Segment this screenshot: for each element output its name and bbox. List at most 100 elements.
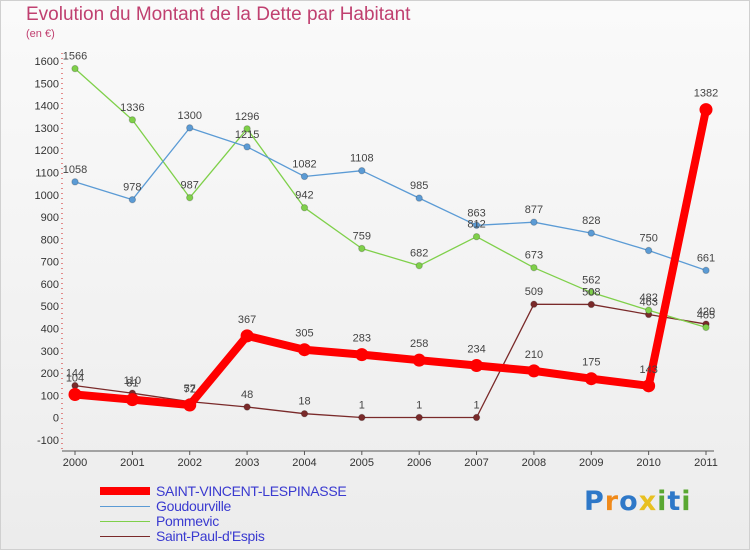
- data-label: 110: [124, 375, 142, 387]
- data-point: [415, 413, 423, 422]
- series-line-2: [74, 67, 707, 329]
- data-label: 1082: [292, 158, 316, 170]
- y-tick-label: 600: [41, 279, 59, 291]
- data-point: [587, 300, 595, 309]
- data-label: 812: [467, 219, 485, 231]
- data-point: [527, 364, 541, 378]
- data-point: [300, 409, 309, 418]
- data-point: [186, 193, 194, 202]
- y-tick-label: 1400: [35, 101, 59, 113]
- data-label: 57: [184, 383, 196, 395]
- data-label: 985: [410, 180, 428, 192]
- data-point: [472, 413, 481, 422]
- series-line-0: [71, 105, 710, 409]
- data-point: [530, 218, 538, 226]
- y-tick-label: 0: [53, 413, 59, 425]
- legend-swatch: [100, 487, 150, 495]
- y-tick-label: 900: [41, 212, 59, 224]
- data-label: 463: [639, 296, 657, 308]
- data-point: [587, 288, 595, 297]
- data-label: 1108: [350, 153, 374, 165]
- x-tick-label: 2006: [407, 457, 431, 469]
- data-label: 1: [416, 399, 422, 411]
- data-label: 1: [473, 399, 479, 411]
- x-tick-label: 2002: [177, 457, 201, 469]
- y-tick-label: 1300: [35, 123, 59, 135]
- data-point: [412, 353, 426, 367]
- legend-swatch: [100, 536, 150, 537]
- data-point: [71, 178, 79, 186]
- data-label: 104: [66, 373, 84, 385]
- data-point: [644, 306, 653, 314]
- y-tick-label: 1500: [35, 78, 59, 90]
- x-tick-label: 2005: [350, 457, 374, 469]
- y-tick-label: 1200: [35, 145, 59, 157]
- data-point: [71, 64, 79, 73]
- logo-letter: o: [619, 486, 639, 517]
- data-point: [128, 116, 137, 124]
- legend-label: Goudourville: [156, 498, 231, 514]
- data-label: 942: [295, 190, 313, 202]
- data-label: 987: [181, 180, 199, 192]
- y-tick-label: 1100: [35, 167, 59, 179]
- data-point: [702, 266, 710, 275]
- data-label: 1058: [63, 164, 87, 176]
- data-label: 1: [359, 399, 365, 411]
- y-tick-label: 300: [41, 346, 59, 358]
- x-tick-label: 2011: [694, 457, 718, 469]
- logo-letter: t: [667, 486, 682, 517]
- data-point: [415, 194, 423, 202]
- data-point: [183, 398, 197, 412]
- x-tick-label: 2000: [63, 457, 87, 469]
- y-tick-label: 400: [41, 324, 59, 336]
- legend-label: Saint-Paul-d'Espis: [156, 528, 265, 544]
- data-label: 1300: [177, 110, 201, 122]
- data-label: 509: [525, 286, 543, 298]
- data-label: 234: [467, 344, 485, 356]
- data-point: [472, 221, 481, 230]
- data-point: [358, 166, 366, 175]
- x-tick-label: 2007: [464, 457, 488, 469]
- logo-letter: r: [604, 486, 620, 517]
- data-point: [472, 232, 481, 241]
- x-tick-label: 2004: [292, 457, 316, 469]
- data-label: 1382: [694, 88, 718, 100]
- data-label: 210: [525, 349, 543, 361]
- data-label: 1566: [63, 51, 87, 63]
- data-point: [358, 413, 366, 422]
- data-point: [243, 143, 251, 151]
- legend-swatch: [100, 506, 150, 507]
- data-label: 1336: [120, 102, 144, 114]
- data-point: [300, 172, 309, 181]
- series-line-1: [74, 127, 707, 271]
- data-label: 978: [123, 182, 141, 194]
- data-label: 405: [697, 309, 715, 321]
- data-label: 81: [126, 378, 138, 390]
- y-tick-label: 1000: [35, 190, 59, 202]
- data-point: [644, 246, 653, 255]
- data-point: [699, 103, 713, 117]
- data-point: [587, 229, 595, 237]
- data-label: 877: [525, 204, 543, 216]
- data-point: [243, 403, 251, 411]
- data-label: 18: [298, 396, 310, 408]
- data-point: [584, 372, 598, 386]
- x-tick-label: 2001: [120, 457, 144, 469]
- data-label: 508: [582, 286, 600, 298]
- data-label: 1296: [235, 111, 259, 123]
- data-point: [300, 203, 309, 212]
- data-point: [186, 124, 194, 132]
- data-label: 258: [410, 338, 428, 350]
- chart-subtitle: (en €): [26, 28, 55, 40]
- data-label: 750: [639, 233, 657, 245]
- data-label: 682: [410, 248, 428, 260]
- y-tick-label: 100: [41, 390, 59, 402]
- y-tick-label: 200: [41, 368, 59, 380]
- data-point: [240, 329, 254, 343]
- legend-label: Pommevic: [156, 513, 219, 529]
- x-tick-label: 2009: [579, 457, 603, 469]
- data-point: [243, 125, 251, 133]
- data-point: [128, 195, 137, 204]
- data-label: 828: [582, 215, 600, 227]
